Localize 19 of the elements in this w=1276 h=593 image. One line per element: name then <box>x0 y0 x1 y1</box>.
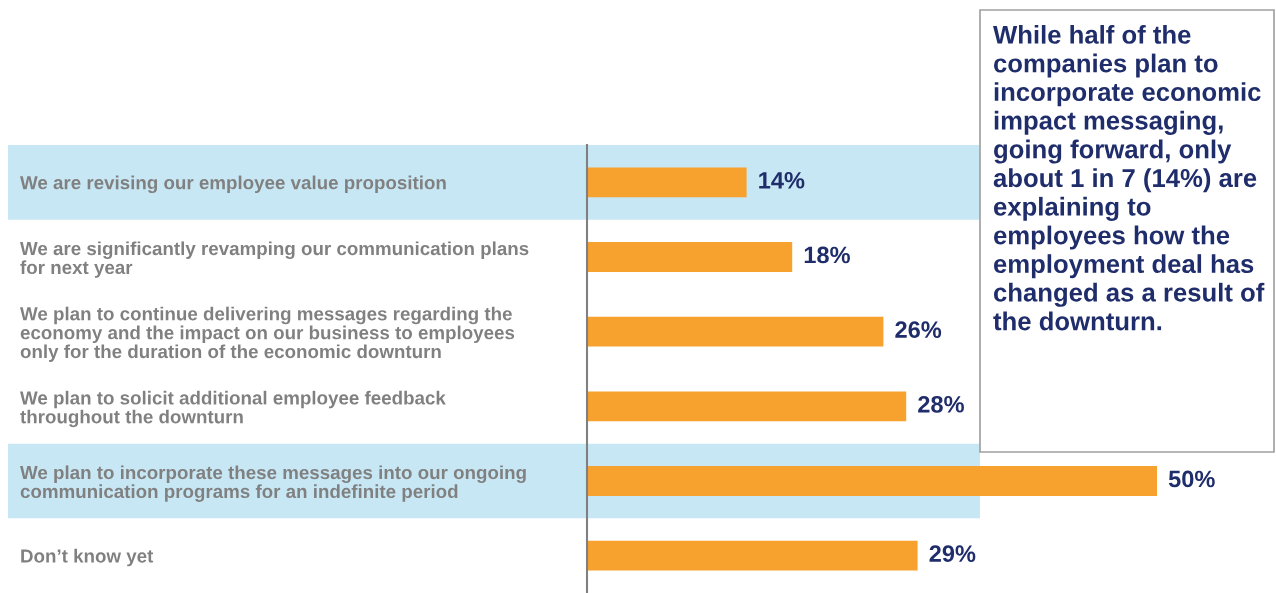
bar <box>587 466 1157 496</box>
data-label: 14% <box>759 172 805 189</box>
bar <box>587 391 907 422</box>
y-tick-label: Don’t know yet <box>21 548 154 567</box>
data-label: 26% <box>895 321 942 338</box>
y-tick-label: We plan to incorporate these messages into our ongoing communication programs for an indefinite period <box>20 465 526 502</box>
y-tick-label: We are significantly revamping our communication plans for next year <box>20 241 529 278</box>
y-tick-label: We are revising our employee value proposition <box>20 175 446 194</box>
data-label: 18% <box>804 246 850 264</box>
bar <box>587 316 884 347</box>
data-label: 50% <box>1168 470 1215 488</box>
bar <box>587 540 918 571</box>
data-label: 28% <box>918 395 964 413</box>
y-tick-label: We plan to solicit additional employee feedback throughout the downturn <box>20 390 446 428</box>
y-tick-label: We plan to continue delivering messages regarding the economy and the impact on our business to employees only for the duration of the economic downturn <box>20 306 515 362</box>
bar <box>587 242 793 272</box>
text: While half of the companies plan to incorporate economic impact messaging, going forward, only about 1 in 7 (14%) are explaining to employees how the employment deal has changed as a result of the downturn. <box>993 25 1265 331</box>
bar <box>587 167 747 198</box>
data-label: 29% <box>929 545 976 562</box>
